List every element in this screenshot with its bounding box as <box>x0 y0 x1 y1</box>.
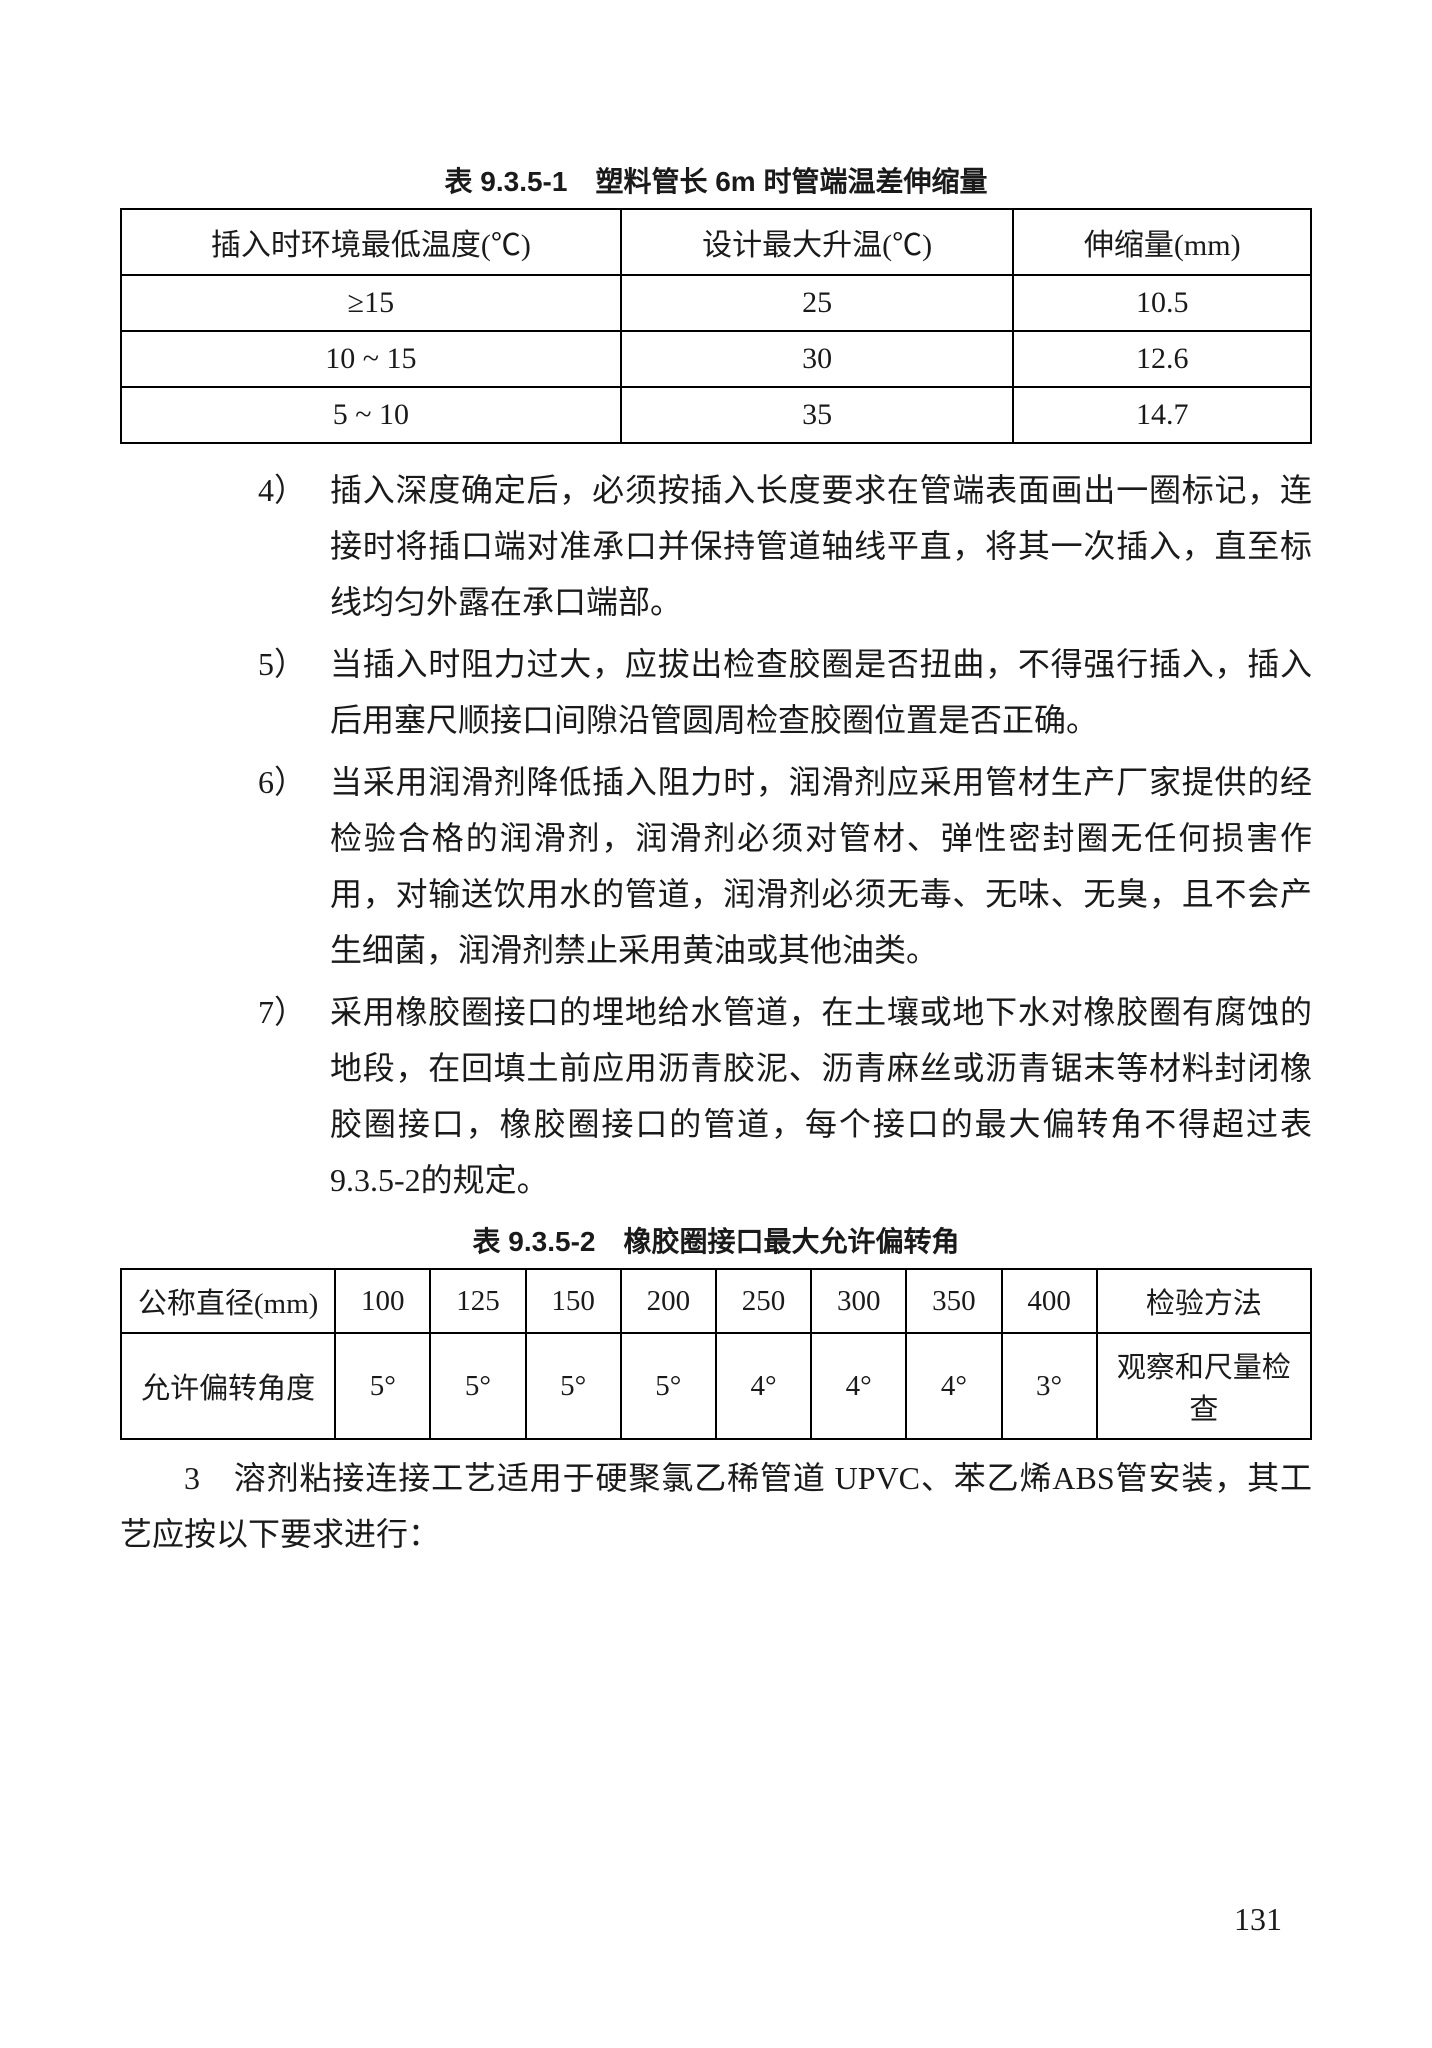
list-item: 7） 采用橡胶圈接口的埋地给水管道，在土壤或地下水对橡胶圈有腐蚀的地段，在回填土… <box>120 984 1312 1208</box>
list-item-number: 7） <box>120 984 330 1040</box>
table2-cell: 4° <box>811 1333 906 1439</box>
table1-cell: 12.6 <box>1013 331 1311 387</box>
table2-wrap: 表 9.3.5-2 橡胶圈接口最大允许偏转角 公称直径(mm) 100 125 … <box>120 1220 1312 1440</box>
list-item-number: 5） <box>120 636 330 692</box>
table-row: 10 ~ 15 30 12.6 <box>121 331 1311 387</box>
table1-cell: 35 <box>621 387 1014 443</box>
numbered-list: 4） 插入深度确定后，必须按插入长度要求在管端表面画出一圈标记，连接时将插口端对… <box>120 462 1312 1208</box>
table2-cell: 300 <box>811 1269 906 1333</box>
document-page: 表 9.3.5-1 塑料管长 6m 时管端温差伸缩量 插入时环境最低温度(℃) … <box>0 0 1432 2048</box>
list-item: 4） 插入深度确定后，必须按插入长度要求在管端表面画出一圈标记，连接时将插口端对… <box>120 462 1312 630</box>
list-item-text: 当插入时阻力过大，应拔出检查胶圈是否扭曲，不得强行插入，插入后用塞尺顺接口间隙沿… <box>330 636 1312 748</box>
table1-cell: 25 <box>621 275 1014 331</box>
table2-row1-label: 公称直径(mm) <box>121 1269 335 1333</box>
table1-header-0: 插入时环境最低温度(℃) <box>121 209 621 275</box>
table1-cell: ≥15 <box>121 275 621 331</box>
table2-cell: 5° <box>430 1333 525 1439</box>
table-row: 允许偏转角度 5° 5° 5° 5° 4° 4° 4° 3° 观察和尺量检查 <box>121 1333 1311 1439</box>
table2-row2-label: 允许偏转角度 <box>121 1333 335 1439</box>
table1-cell: 10 ~ 15 <box>121 331 621 387</box>
table1-cell: 14.7 <box>1013 387 1311 443</box>
table1: 插入时环境最低温度(℃) 设计最大升温(℃) 伸缩量(mm) ≥15 25 10… <box>120 208 1312 444</box>
table2-cell: 5° <box>621 1333 716 1439</box>
table2-cell: 250 <box>716 1269 811 1333</box>
table2-cell: 4° <box>906 1333 1001 1439</box>
list-item-number: 4） <box>120 462 330 518</box>
list-item-text: 插入深度确定后，必须按插入长度要求在管端表面画出一圈标记，连接时将插口端对准承口… <box>330 462 1312 630</box>
table-row: ≥15 25 10.5 <box>121 275 1311 331</box>
paragraph-section-3: 3 溶剂粘接连接工艺适用于硬聚氯乙稀管道 UPVC、苯乙烯ABS管安装，其工艺应… <box>120 1450 1312 1562</box>
table2-cell: 100 <box>335 1269 430 1333</box>
table1-cell: 10.5 <box>1013 275 1311 331</box>
table2-row1-last: 检验方法 <box>1097 1269 1311 1333</box>
table2-cell: 4° <box>716 1333 811 1439</box>
table-row: 插入时环境最低温度(℃) 设计最大升温(℃) 伸缩量(mm) <box>121 209 1311 275</box>
table1-header-2: 伸缩量(mm) <box>1013 209 1311 275</box>
list-item-text: 当采用润滑剂降低插入阻力时，润滑剂应采用管材生产厂家提供的经检验合格的润滑剂，润… <box>330 754 1312 978</box>
list-item-text: 采用橡胶圈接口的埋地给水管道，在土壤或地下水对橡胶圈有腐蚀的地段，在回填土前应用… <box>330 984 1312 1208</box>
table1-caption: 表 9.3.5-1 塑料管长 6m 时管端温差伸缩量 <box>120 160 1312 200</box>
table2-cell: 125 <box>430 1269 525 1333</box>
table2-cell: 3° <box>1002 1333 1097 1439</box>
list-item: 5） 当插入时阻力过大，应拔出检查胶圈是否扭曲，不得强行插入，插入后用塞尺顺接口… <box>120 636 1312 748</box>
table-row: 5 ~ 10 35 14.7 <box>121 387 1311 443</box>
list-item: 6） 当采用润滑剂降低插入阻力时，润滑剂应采用管材生产厂家提供的经检验合格的润滑… <box>120 754 1312 978</box>
table2-cell: 5° <box>335 1333 430 1439</box>
table1-header-1: 设计最大升温(℃) <box>621 209 1014 275</box>
page-number: 131 <box>1234 1901 1282 1938</box>
table2-caption: 表 9.3.5-2 橡胶圈接口最大允许偏转角 <box>120 1220 1312 1260</box>
table2-cell: 150 <box>526 1269 621 1333</box>
table1-cell: 5 ~ 10 <box>121 387 621 443</box>
table-row: 公称直径(mm) 100 125 150 200 250 300 350 400… <box>121 1269 1311 1333</box>
table2: 公称直径(mm) 100 125 150 200 250 300 350 400… <box>120 1268 1312 1440</box>
table2-cell: 400 <box>1002 1269 1097 1333</box>
table2-cell: 350 <box>906 1269 1001 1333</box>
table2-row2-last: 观察和尺量检查 <box>1097 1333 1311 1439</box>
table1-cell: 30 <box>621 331 1014 387</box>
table2-cell: 200 <box>621 1269 716 1333</box>
table2-cell: 5° <box>526 1333 621 1439</box>
list-item-number: 6） <box>120 754 330 810</box>
